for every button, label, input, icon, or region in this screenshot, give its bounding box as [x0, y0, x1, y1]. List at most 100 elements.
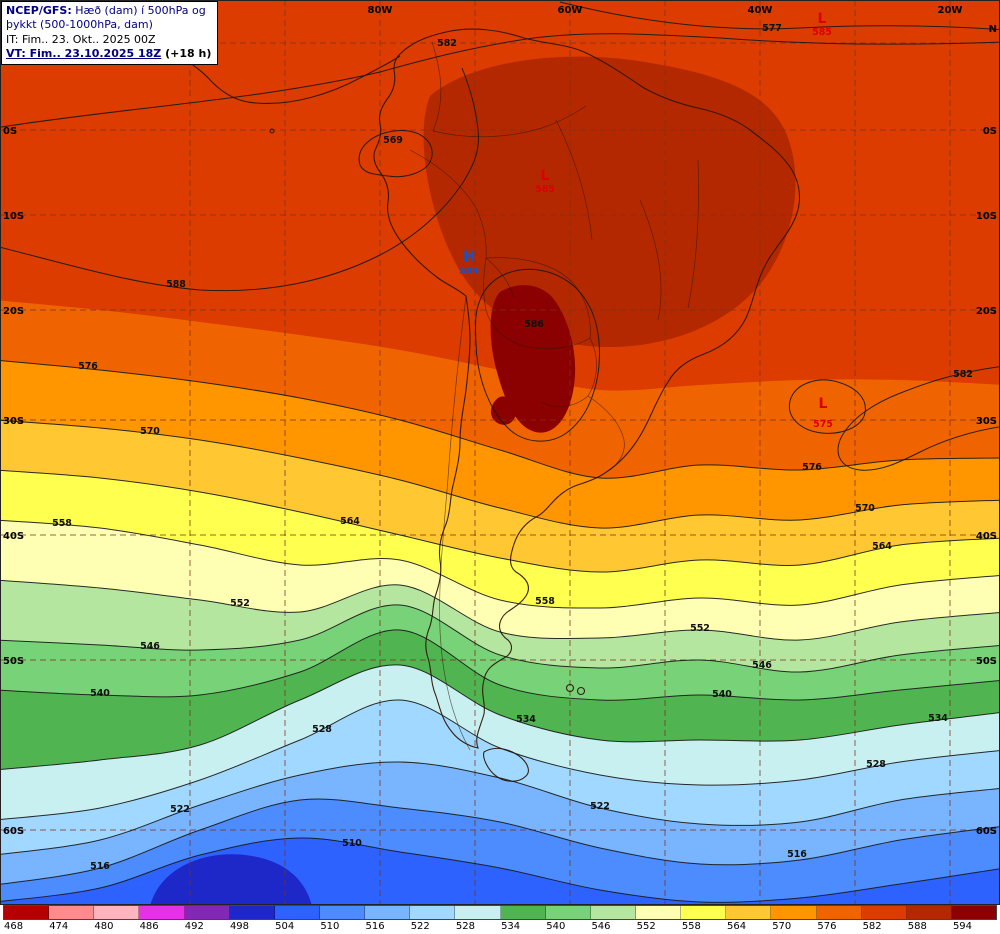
- colorbar-swatch-510: [319, 906, 366, 919]
- colorbar-value-576: 576: [817, 921, 837, 932]
- colorbar-swatch-594: [951, 906, 997, 919]
- lat-label-left-0S: 0S: [3, 126, 17, 137]
- contour-label-576: 576: [78, 361, 98, 372]
- valid-time-suffix: (+18 h): [161, 46, 212, 60]
- contour-label-576: 576: [802, 462, 822, 473]
- colorbar-value-540: 540: [546, 921, 566, 932]
- border-brazil-state-3: [687, 159, 699, 309]
- colorbar-swatch-552: [635, 906, 682, 919]
- lon-label-60W: 60W: [558, 5, 583, 16]
- border-venezuela-brazil: [432, 105, 587, 138]
- max-thickness-core-bolivia: [490, 285, 576, 433]
- colorbar-value-582: 582: [862, 921, 882, 932]
- colorbar-swatch-570: [771, 906, 817, 919]
- contour-582-top: [0, 33, 1000, 128]
- low-marker-value: 575: [813, 419, 833, 430]
- contour-522: [0, 761, 1000, 855]
- colorbar-value-498: 498: [229, 921, 250, 932]
- lat-label-left-10S: 10S: [3, 211, 24, 222]
- low-marker: L: [541, 168, 550, 184]
- contour-577-top: [559, 1, 1000, 31]
- colorbar-swatch-468: [4, 906, 50, 919]
- colorbar-value-504: 504: [275, 921, 295, 932]
- colorbar-value-552: 552: [636, 921, 656, 932]
- contour-label-558: 558: [535, 596, 555, 607]
- lon-label-80W: 80W: [368, 5, 393, 16]
- contour-label-588: 588: [166, 279, 186, 290]
- contour-534: [0, 664, 1000, 771]
- contour-labels: 582 577 588 569 586 582 576 576 570 570 564 564 558 5…: [52, 23, 973, 872]
- contour-label-552: 552: [230, 598, 250, 609]
- valid-time: VT: Fim.. 23.10.2025 18Z (+18 h): [6, 47, 211, 61]
- colorbar-value-492: 492: [184, 921, 204, 932]
- contour-label-586: 586: [524, 319, 544, 330]
- border-brazil-state-1: [639, 199, 662, 321]
- colorbar-value-564: 564: [727, 921, 747, 932]
- contour-label-534: 534: [928, 713, 948, 724]
- country-borders: [409, 41, 699, 751]
- lat-label-right-20S: 20S: [976, 306, 997, 317]
- lat-label-right-N: N: [989, 24, 997, 35]
- contour-586-loop: [475, 268, 600, 442]
- contour-528: [0, 699, 1000, 820]
- lat-label-left-50S: 50S: [3, 656, 24, 667]
- colorbar-swatch-474: [49, 906, 95, 919]
- border-chile-argentina: [439, 295, 471, 751]
- title-line1: NCEP/GFS: Hæð (dam) í 500hPa og: [6, 4, 211, 18]
- contour-label-570: 570: [855, 503, 875, 514]
- contour-label-510: 510: [342, 838, 362, 849]
- border-peru-bolivia: [485, 257, 515, 299]
- contour-510: [0, 837, 1000, 903]
- colorbar-value-570: 570: [772, 921, 792, 932]
- contour-label-540: 540: [712, 689, 732, 700]
- contour-label-577: 577: [762, 23, 782, 34]
- init-time: IT: Fim.. 23. Okt.. 2025 00Z: [6, 32, 156, 46]
- contour-516: [0, 798, 1000, 885]
- lat-label-right-40S: 40S: [976, 531, 997, 542]
- contour-label-540: 540: [90, 688, 110, 699]
- contour-label-534: 534: [516, 714, 536, 725]
- colorbar-swatch-504: [274, 906, 320, 919]
- contour-569-loop: [358, 130, 433, 178]
- lat-label-right-10S: 10S: [976, 211, 997, 222]
- contour-label-564: 564: [340, 516, 360, 527]
- colorbar-value-468: 468: [4, 921, 24, 932]
- colorbar-swatch-582: [861, 906, 907, 919]
- low-marker-value: 585: [812, 27, 832, 38]
- contour-label-582: 582: [437, 38, 457, 49]
- colorbar-value-558: 558: [681, 921, 701, 932]
- lat-label-left-60S: 60S: [3, 826, 24, 837]
- contour-575-cutoff-low: [788, 379, 866, 434]
- colorbar-value-594: 594: [952, 921, 973, 932]
- contour-label-569: 569: [383, 135, 403, 146]
- contour-label-522: 522: [170, 804, 190, 815]
- colorbar-swatch-540: [545, 906, 591, 919]
- contour-576: [0, 359, 1000, 479]
- contour-570: [0, 419, 1000, 529]
- colorbar-value-588: 588: [907, 921, 927, 932]
- border-brazil-argentina: [587, 395, 625, 471]
- contour-label-564: 564: [872, 541, 892, 552]
- title-line2: þykkt (500-1000hPa, dam): [6, 18, 153, 32]
- lat-label-right-50S: 50S: [976, 656, 997, 667]
- lon-label-40W: 40W: [748, 5, 773, 16]
- colorbar-value-534: 534: [501, 921, 521, 932]
- thickness-extrema: [150, 56, 796, 905]
- colorbar-swatch-522: [410, 906, 456, 919]
- lat-label-right-60S: 60S: [976, 826, 997, 837]
- falkland-islands-east: [576, 686, 586, 696]
- colorbar-value-522: 522: [410, 921, 430, 932]
- contour-546: [0, 604, 1000, 673]
- model-name: NCEP/GFS:: [6, 4, 72, 17]
- lat-label-left-30S: 30S: [3, 416, 24, 427]
- colorbar-swatch-528: [455, 906, 501, 919]
- contour-label-570: 570: [140, 426, 160, 437]
- colorbar-swatch-486: [139, 906, 185, 919]
- height-contours: [0, 1, 1000, 903]
- thickness-bands: [0, 300, 1000, 905]
- cold-pool-blob: [150, 854, 312, 905]
- graticule: [0, 0, 1000, 905]
- contour-582-right: [837, 366, 1000, 471]
